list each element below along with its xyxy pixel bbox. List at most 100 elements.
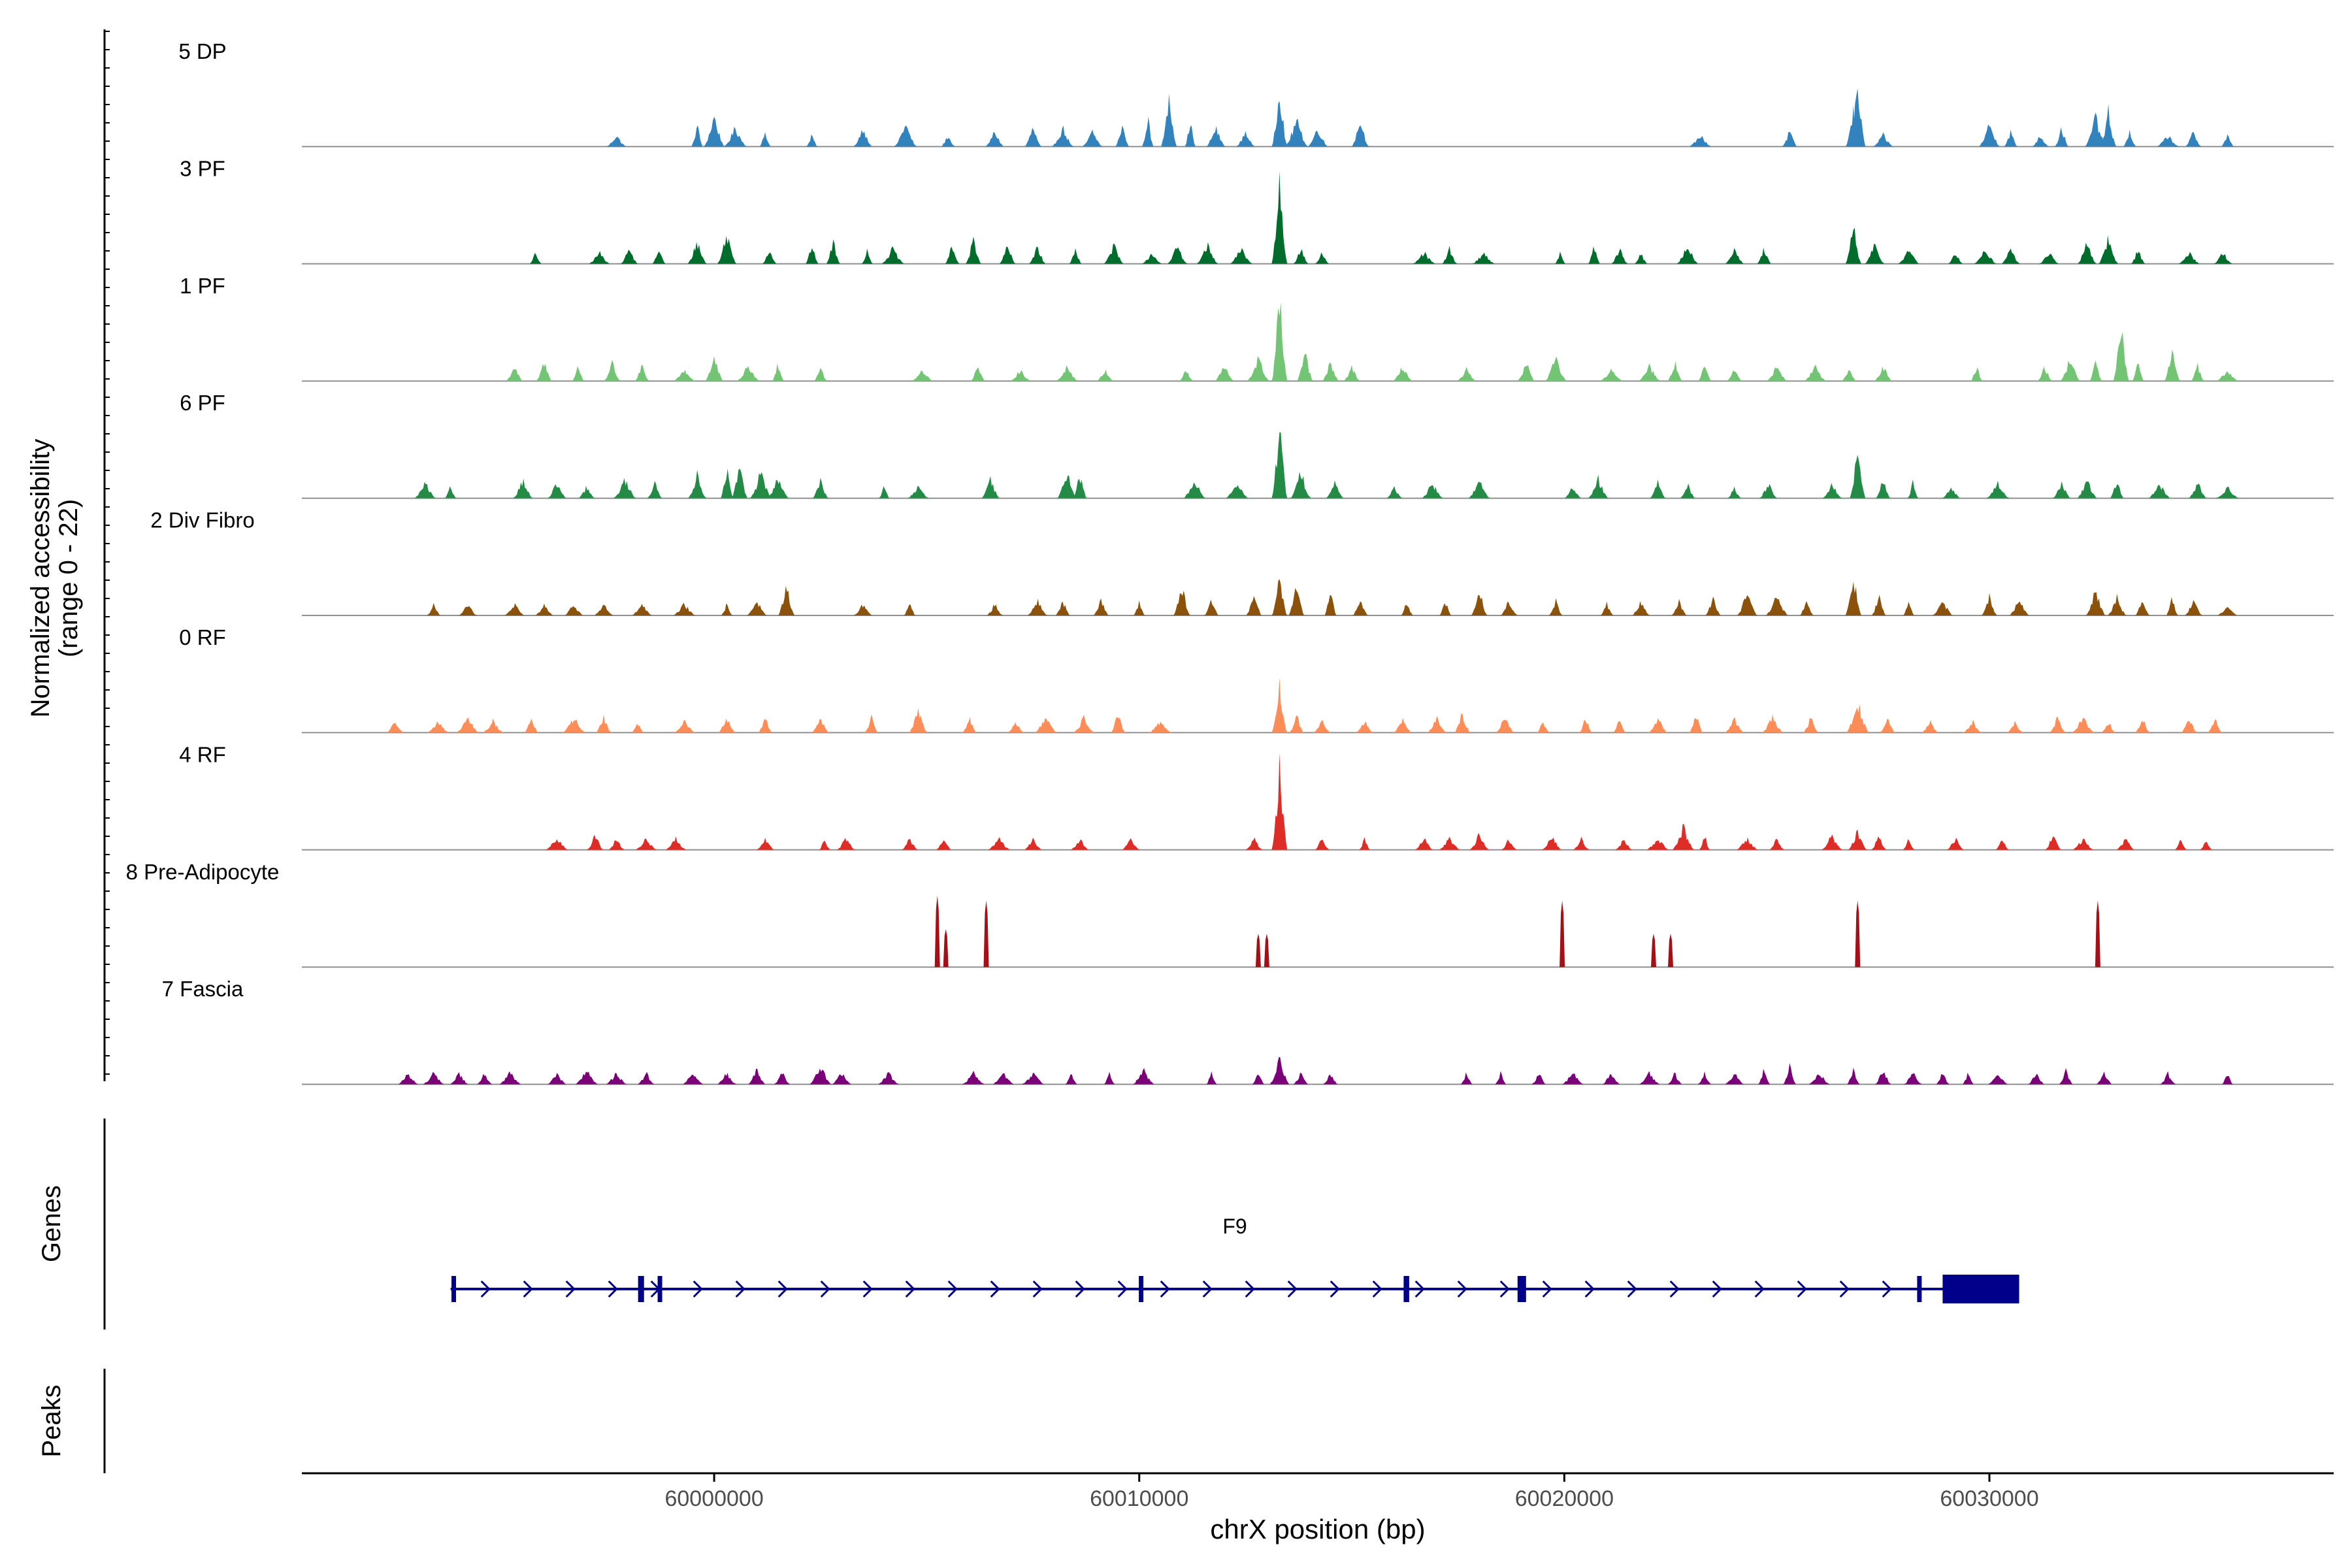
coverage-peak: [1149, 721, 1173, 733]
track-label: 0 RF: [179, 625, 226, 649]
coverage-peak: [1065, 1074, 1077, 1085]
coverage-peak: [2078, 242, 2097, 264]
coverage-peak: [1845, 581, 1861, 615]
coverage-peak: [2222, 1075, 2233, 1085]
coverage-peak: [2049, 716, 2066, 733]
coverage-peak: [1056, 475, 1077, 498]
coverage-peak: [1230, 248, 1253, 264]
coverage-peak: [1821, 834, 1843, 850]
coverage-peak: [881, 246, 904, 264]
coverage-peak: [1799, 601, 1814, 615]
genes-panel-label: Genes: [37, 1185, 66, 1262]
coverage-peak: [717, 236, 737, 264]
strand-arrow: [1754, 1280, 1765, 1298]
coverage-peak: [1246, 596, 1262, 615]
coverage-peak: [1667, 1072, 1682, 1085]
track-2-div-fibro: 2 Div Fibro: [150, 508, 2334, 616]
coverage-peak: [1615, 840, 1633, 850]
coverage-peak: [1942, 487, 1961, 498]
x-tick-label: 60000000: [664, 1486, 763, 1511]
x-axis-title: chrX position (bp): [1210, 1514, 1425, 1544]
coverage-peak: [985, 132, 1004, 147]
y-axis-title-line1: Normalized accessibility: [26, 439, 55, 718]
coverage-peak: [1427, 715, 1446, 733]
coverage-peak: [2089, 360, 2102, 382]
coverage-peak: [1183, 482, 1206, 498]
coverage-peak: [2208, 719, 2222, 733]
track-label: 7 Fascia: [162, 977, 244, 1001]
coverage-peak: [1161, 93, 1177, 147]
x-axis: 60000000 60010000 60020000 60030000 chrX po…: [302, 1472, 2334, 1544]
coverage-peak: [1648, 718, 1667, 733]
coverage-peak: [2184, 600, 2203, 615]
coverage-peak: [547, 484, 566, 498]
coverage-peak: [756, 838, 775, 850]
coverage-peak: [945, 246, 960, 264]
coverage-peak: [1264, 934, 1269, 968]
coverage-peak: [564, 606, 583, 615]
coverage-peak: [1846, 1068, 1860, 1085]
strand-arrow: [1117, 1280, 1128, 1298]
coverage-peak: [1495, 1071, 1506, 1085]
coverage-peak: [1439, 603, 1452, 615]
coverage-peak: [1359, 837, 1370, 850]
coverage-peak: [992, 1073, 1014, 1085]
coverage-peak: [1460, 1072, 1473, 1085]
coverage-peak: [1009, 370, 1031, 382]
coverage-peak: [1271, 432, 1288, 498]
coverage-peak: [1903, 1073, 1922, 1085]
coverage-peak: [1880, 718, 1895, 733]
coverage-peak: [1029, 246, 1046, 264]
coverage-peak: [1726, 370, 1742, 382]
coverage-peak: [456, 717, 479, 733]
coverage-peak: [1705, 596, 1721, 615]
coverage-peak: [987, 837, 1011, 850]
coverage-peak: [632, 723, 644, 733]
coverage-peak: [1846, 704, 1869, 733]
coverage-peak: [1544, 356, 1567, 382]
coverage-peak: [1758, 1068, 1771, 1085]
coverage-peak: [2185, 131, 2202, 147]
coverage-peak: [705, 356, 724, 382]
coverage-peak: [1351, 125, 1369, 147]
coverage-peak: [634, 365, 649, 382]
coverage-peak: [2213, 253, 2233, 264]
coverage-peak: [427, 721, 449, 733]
strand-arrow: [1669, 1280, 1680, 1298]
coverage-peak: [1323, 1074, 1338, 1085]
coverage-peak: [1672, 824, 1695, 850]
coverage-peak: [2221, 134, 2234, 147]
strand-arrow: [1584, 1280, 1595, 1298]
strand-arrow: [1499, 1280, 1510, 1298]
coverage-peak: [1142, 253, 1162, 264]
coverage-peak: [2027, 1073, 2045, 1085]
coverage-peak: [1737, 595, 1757, 615]
coverage-peak: [717, 1073, 737, 1085]
coverage-peak: [1876, 483, 1891, 498]
coverage-peak: [2038, 253, 2059, 264]
coverage-peak: [1007, 722, 1024, 733]
coverage-peak: [545, 839, 569, 850]
coverage-peak: [506, 369, 523, 382]
coverage-peak: [1271, 302, 1288, 382]
coverage-peak: [1103, 1071, 1115, 1085]
coverage-peak: [2216, 371, 2238, 382]
coverage-peak: [1093, 598, 1109, 615]
coverage-peak: [721, 468, 733, 498]
coverage-peak: [665, 836, 687, 850]
coverage-peak: [575, 1071, 598, 1085]
coverage-peak: [1948, 255, 1963, 264]
coverage-peak: [1196, 242, 1218, 264]
coverage-peak: [2085, 592, 2106, 615]
coverage-peak: [1134, 600, 1145, 615]
coverage-peak: [1907, 479, 1919, 498]
strand-arrow: [777, 1280, 788, 1298]
coverage-peak: [595, 714, 612, 733]
coverage-peak: [1936, 1073, 1950, 1085]
coverage-peak: [718, 718, 736, 733]
y-axis-title-line2: (range 0 - 22): [54, 499, 83, 657]
track-1-pf: 1 PF: [180, 274, 2334, 382]
coverage-peak: [1808, 1074, 1830, 1085]
coverage-peak: [444, 486, 457, 498]
coverage-peak: [1288, 588, 1305, 615]
